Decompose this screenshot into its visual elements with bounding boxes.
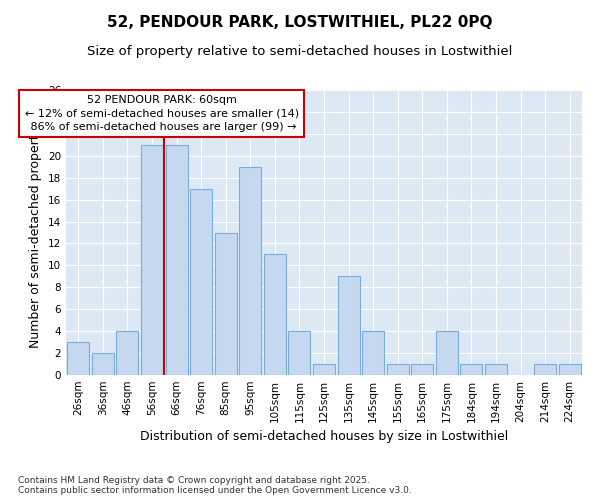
- Bar: [92, 353, 114, 375]
- Text: Size of property relative to semi-detached houses in Lostwithiel: Size of property relative to semi-detach…: [88, 45, 512, 58]
- Bar: [338, 276, 359, 375]
- Bar: [313, 364, 335, 375]
- Bar: [362, 331, 384, 375]
- Bar: [215, 232, 237, 375]
- Bar: [67, 342, 89, 375]
- Bar: [289, 331, 310, 375]
- Bar: [141, 145, 163, 375]
- Bar: [264, 254, 286, 375]
- Bar: [190, 188, 212, 375]
- Text: 52, PENDOUR PARK, LOSTWITHIEL, PL22 0PQ: 52, PENDOUR PARK, LOSTWITHIEL, PL22 0PQ: [107, 15, 493, 30]
- Bar: [411, 364, 433, 375]
- Bar: [534, 364, 556, 375]
- Text: Contains HM Land Registry data © Crown copyright and database right 2025.
Contai: Contains HM Land Registry data © Crown c…: [18, 476, 412, 495]
- Bar: [559, 364, 581, 375]
- Bar: [436, 331, 458, 375]
- Bar: [485, 364, 507, 375]
- Text: 52 PENDOUR PARK: 60sqm  
← 12% of semi-detached houses are smaller (14)
 86% of : 52 PENDOUR PARK: 60sqm ← 12% of semi-det…: [25, 96, 299, 132]
- Bar: [460, 364, 482, 375]
- X-axis label: Distribution of semi-detached houses by size in Lostwithiel: Distribution of semi-detached houses by …: [140, 430, 508, 444]
- Bar: [386, 364, 409, 375]
- Bar: [116, 331, 139, 375]
- Bar: [166, 145, 188, 375]
- Bar: [239, 166, 262, 375]
- Y-axis label: Number of semi-detached properties: Number of semi-detached properties: [29, 117, 43, 348]
